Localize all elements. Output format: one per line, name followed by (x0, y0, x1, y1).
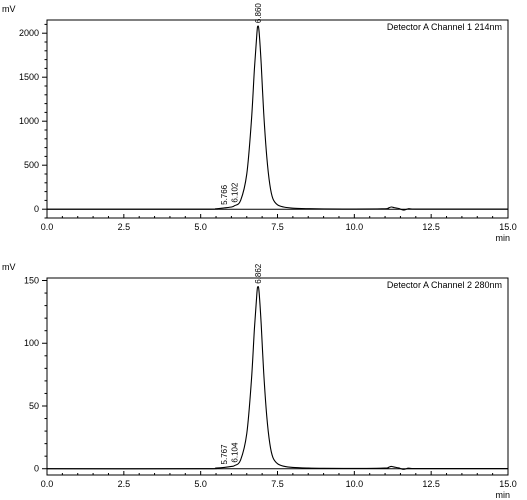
x-tick-label: 0.0 (41, 479, 54, 489)
plot-frame (46, 19, 509, 219)
chromatogram-panel-channel-1: mV min Detector A Channel 1 214nm 0.0 2.5 5.0… (2, 3, 517, 243)
y-tick-label: 0 (34, 464, 39, 474)
signal-trace (46, 286, 509, 470)
x-tick-label: 12.5 (422, 479, 440, 489)
x-tick-label: 7.5 (271, 222, 284, 232)
x-unit-label: min (495, 490, 510, 500)
x-tick-label: 2.5 (118, 479, 131, 489)
y-tick-label: 50 (29, 401, 39, 411)
x-tick-label: 0.0 (41, 222, 54, 232)
peak-label: 5.766 (220, 184, 229, 205)
y-unit-label: mV (2, 262, 16, 272)
signal-trace (46, 25, 509, 211)
channel-label: Detector A Channel 1 214nm (387, 22, 502, 32)
x-tick-label: 5.0 (194, 479, 207, 489)
x-tick-label: 10.0 (346, 222, 364, 232)
y-tick-label: 1000 (19, 116, 39, 126)
chromatogram-panel-channel-2: mV min Detector A Channel 2 280nm 0.0 2.5 5.0… (2, 262, 517, 500)
plot-frame (46, 277, 509, 476)
peak-label: 5.767 (220, 444, 229, 465)
x-tick-label: 7.5 (271, 479, 284, 489)
y-tick-label: 500 (24, 160, 39, 170)
y-tick-label: 150 (24, 276, 39, 286)
x-tick-label: 10.0 (346, 479, 364, 489)
x-unit-label: min (495, 233, 510, 243)
x-tick-label: 15.0 (499, 222, 517, 232)
y-tick-label: 2000 (19, 28, 39, 38)
peak-label: 6.860 (254, 3, 263, 24)
x-tick-label: 5.0 (194, 222, 207, 232)
y-tick-label: 100 (24, 338, 39, 348)
y-tick-label: 1500 (19, 72, 39, 82)
channel-label: Detector A Channel 2 280nm (387, 280, 502, 290)
x-tick-label: 2.5 (118, 222, 131, 232)
y-unit-label: mV (2, 4, 16, 14)
x-tick-label: 12.5 (422, 222, 440, 232)
peak-label: 6.104 (231, 442, 240, 463)
y-tick-label: 0 (34, 204, 39, 214)
peak-label: 6.862 (254, 263, 263, 284)
peak-label: 6.102 (231, 182, 240, 203)
x-tick-label: 15.0 (499, 479, 517, 489)
